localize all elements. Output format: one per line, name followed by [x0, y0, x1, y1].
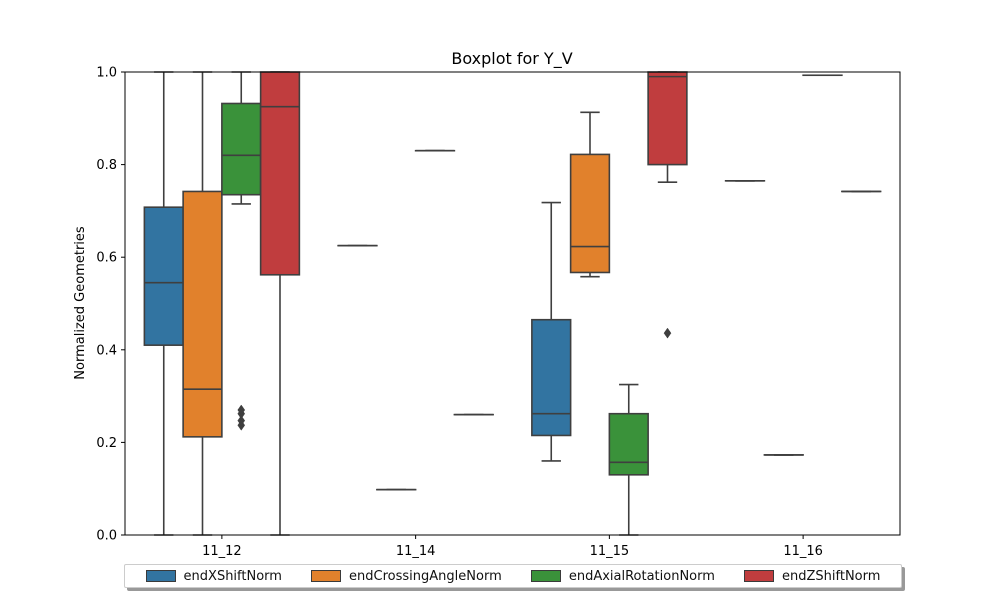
y-tick-label: 1.0 — [96, 66, 117, 81]
legend-item: endZShiftNorm — [744, 569, 880, 584]
legend-label: endCrossingAngleNorm — [349, 568, 502, 584]
outlier-marker — [237, 404, 246, 416]
y-axis-label: Normalized Geometries — [73, 226, 88, 380]
box-endXShiftNorm-11_12 — [143, 206, 184, 346]
box-endZShiftNorm-11_12 — [259, 71, 301, 276]
y-tick-label: 0.8 — [96, 158, 117, 173]
legend-item: endCrossingAngleNorm — [311, 569, 502, 584]
chart-title: Boxplot for Y_V — [451, 49, 572, 69]
y-tick-label: 0.0 — [96, 529, 117, 544]
box-endCrossingAngleNorm-11_15 — [569, 153, 611, 274]
legend-swatch — [744, 570, 775, 582]
legend-item: endXShiftNorm — [145, 568, 282, 584]
y-tick-label: 0.2 — [96, 436, 117, 451]
box-endCrossingAngleNorm-11_12 — [182, 190, 223, 438]
x-tick-label: 11_15 — [590, 544, 630, 559]
box-endAxialRotationNorm-11_15 — [608, 412, 649, 476]
plot-frame — [124, 71, 901, 536]
outlier-marker — [663, 327, 672, 339]
x-tick-label: 11_14 — [396, 544, 436, 559]
legend-label: endZShiftNorm — [782, 568, 881, 584]
y-tick-label: 0.6 — [96, 251, 117, 266]
legend-label: endXShiftNorm — [183, 568, 282, 584]
legend-label: endAxialRotationNorm — [568, 568, 715, 584]
legend-item: endAxialRotationNorm — [530, 568, 715, 584]
box-endAxialRotationNorm-11_12 — [221, 102, 262, 196]
x-tick-label: 11_12 — [202, 544, 242, 559]
legend-swatch — [311, 570, 342, 582]
box-endZShiftNorm-11_15 — [647, 71, 688, 166]
box-endXShiftNorm-11_15 — [531, 318, 572, 437]
x-tick-label: 11_16 — [783, 544, 823, 559]
legend-swatch — [530, 570, 561, 582]
legend-swatch — [145, 570, 176, 582]
legend: endXShiftNorm endCrossingAngleNorm endAxia… — [124, 564, 902, 588]
y-tick-label: 0.4 — [96, 343, 117, 358]
outlier-marker — [237, 415, 246, 427]
